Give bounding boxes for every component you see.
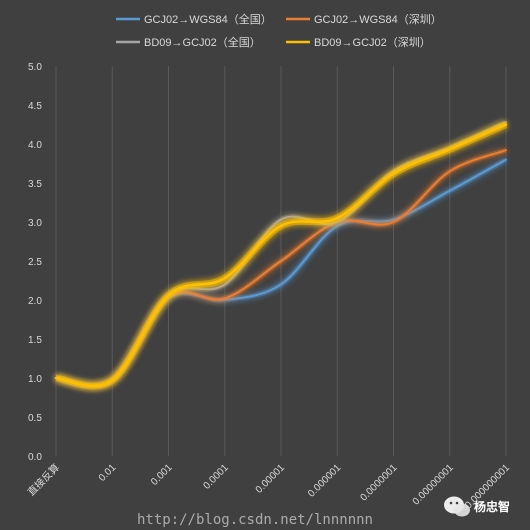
y-tick-label: 1.0 bbox=[28, 374, 42, 385]
badge-label: 杨忠智 bbox=[474, 499, 510, 514]
y-tick-label: 0.5 bbox=[28, 413, 42, 424]
overlay: http://blog.csdn.net/lnnnnnn 杨忠智 bbox=[137, 496, 510, 528]
legend-label: GCJ02→WGS84（深圳） bbox=[314, 13, 442, 26]
x-tick-label: 直接反算 bbox=[25, 461, 62, 498]
x-tick-label: 0.0001 bbox=[201, 462, 231, 492]
x-tick-label: 0.00001 bbox=[254, 462, 288, 496]
y-tick-label: 4.5 bbox=[28, 101, 42, 112]
y-tick-label: 4.0 bbox=[28, 140, 42, 151]
legend-label: BD09→GCJ02（深圳） bbox=[314, 36, 431, 49]
x-tick-label: 0.01 bbox=[97, 462, 119, 484]
legend-label: BD09→GCJ02（全国） bbox=[144, 35, 261, 49]
x-tick-label: 0.000001 bbox=[306, 462, 344, 500]
y-tick-label: 5.0 bbox=[28, 62, 42, 73]
y-tick-label: 3.5 bbox=[28, 179, 42, 190]
y-tick-label: 0.0 bbox=[28, 452, 42, 463]
wechat-icon bbox=[444, 496, 470, 517]
legend-label: GCJ02→WGS84（全国） bbox=[144, 12, 272, 26]
x-tick-label: 0.001 bbox=[149, 462, 175, 488]
y-tick-label: 3.0 bbox=[28, 218, 42, 229]
series-line-4 bbox=[54, 123, 508, 388]
x-axis-ticks: 直接反算 0.01 0.001 0.0001 0.00001 0.000001 0.0000… bbox=[25, 461, 513, 511]
legend: GCJ02→WGS84（全国） GCJ02→WGS84（深圳） BD09→GCJ02… bbox=[116, 12, 442, 49]
y-axis-ticks: 0.0 0.5 1.0 1.5 2.0 2.5 3.0 3.5 4.0 4.5 5.0 bbox=[28, 62, 42, 463]
watermark-text: http://blog.csdn.net/lnnnnnn bbox=[137, 512, 373, 528]
x-tick-label: 0.0000001 bbox=[358, 462, 400, 504]
y-tick-label: 2.0 bbox=[28, 296, 42, 307]
series-lines bbox=[54, 119, 508, 390]
y-tick-label: 2.5 bbox=[28, 257, 42, 268]
y-tick-label: 1.5 bbox=[28, 335, 42, 346]
